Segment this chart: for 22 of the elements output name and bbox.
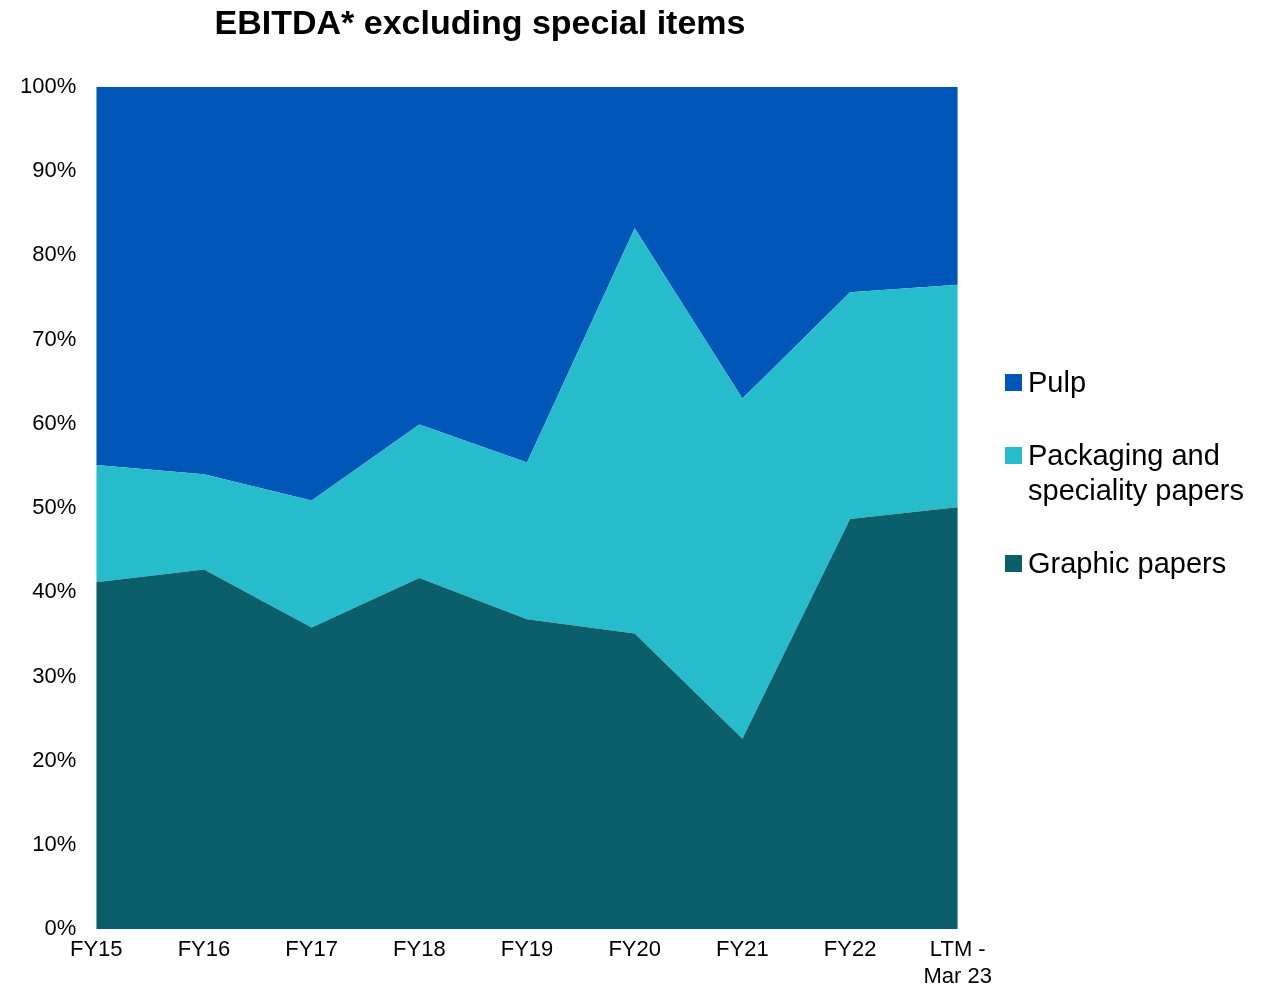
y-tick-label: 40% [32,578,77,604]
y-tick-label: 30% [32,662,77,688]
y-tick-label: 60% [32,409,77,435]
y-tick-label: 100% [19,72,77,98]
y-tick-label: 20% [32,746,77,772]
y-tick-label: 80% [32,241,77,267]
x-tick-label: FY22 [823,936,877,962]
y-tick-label: 50% [32,494,77,520]
y-tick-label: 70% [32,325,77,351]
x-tick-label: LTM - Mar 23 [923,936,993,988]
chart-title: EBITDA* excluding special items [214,2,746,41]
y-tick-label: 10% [32,831,77,857]
legend-label: Pulp [1028,365,1087,400]
x-tick-label: FY21 [716,936,769,962]
legend-label: Packaging and speciality papers [1028,438,1245,508]
y-tick-label: 90% [32,157,77,183]
x-tick-label: FY19 [500,936,554,962]
x-tick-label: FY16 [177,936,231,962]
x-tick-label: FY17 [285,936,338,962]
legend-label: Graphic papers [1028,546,1227,581]
x-tick-label: FY20 [608,936,661,962]
x-tick-label: FY18 [393,936,446,962]
